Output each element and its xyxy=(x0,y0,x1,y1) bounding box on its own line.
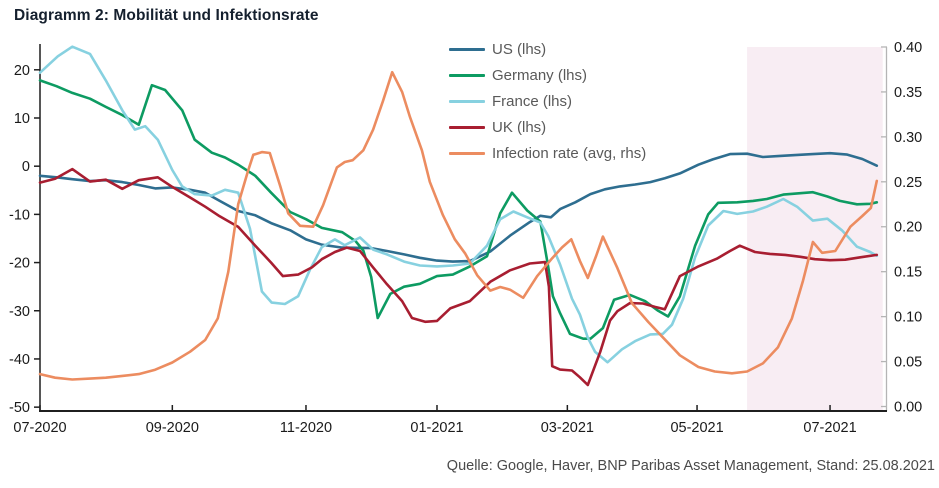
right-axis-tick-label: 0.10 xyxy=(894,310,922,326)
series-line-infection_rate xyxy=(38,70,879,381)
x-axis-tick-label: 01-2021 xyxy=(410,420,463,436)
legend-label-infection-rate: Infection rate (avg, rhs) xyxy=(492,144,647,162)
legend-item-us: US (lhs) xyxy=(449,36,646,62)
highlight-band xyxy=(747,47,883,410)
left-axis-tick-label: -10 xyxy=(9,207,30,223)
series-line-us xyxy=(38,151,879,263)
x-axis-tick-label: 09-2020 xyxy=(146,420,199,436)
legend-item-uk: UK (lhs) xyxy=(449,114,646,140)
right-axis-tick-label: 0.40 xyxy=(894,40,922,56)
series-line-uk xyxy=(38,167,879,387)
legend-item-france: France (lhs) xyxy=(449,88,646,114)
left-axis-tick-label: 10 xyxy=(14,111,30,127)
legend-label-france: France (lhs) xyxy=(492,92,573,110)
right-axis-tick-label: 0.20 xyxy=(894,220,922,236)
left-axis-tick-label: -20 xyxy=(9,256,30,272)
legend-swatch-germany xyxy=(449,73,485,77)
legend: US (lhs) Germany (lhs) France (lhs) UK (… xyxy=(449,36,646,166)
legend-label-us: US (lhs) xyxy=(492,40,547,58)
left-axis-tick-label: -40 xyxy=(9,352,30,368)
left-axis-tick-label: -50 xyxy=(9,400,30,416)
x-axis-tick-label: 05-2021 xyxy=(670,420,723,436)
x-axis-tick-label: 11-2020 xyxy=(280,420,332,436)
legend-swatch-uk xyxy=(449,125,485,129)
source-text: Quelle: Google, Haver, BNP Paribas Asset… xyxy=(446,458,935,474)
legend-item-infection-rate: Infection rate (avg, rhs) xyxy=(449,140,646,166)
left-axis-tick-label: 20 xyxy=(14,63,30,79)
right-axis-tick-label: 0.30 xyxy=(894,130,922,146)
legend-swatch-us xyxy=(449,47,485,51)
legend-swatch-infection-rate xyxy=(449,151,485,155)
series-line-france xyxy=(38,45,879,364)
right-axis-tick-label: 0.25 xyxy=(894,175,922,191)
x-axis-tick-label: 03-2021 xyxy=(541,420,594,436)
left-axis-tick-label: 0 xyxy=(22,159,30,175)
x-axis-tick-label: 07-2020 xyxy=(13,420,66,436)
right-axis-tick-label: 0.00 xyxy=(894,400,922,416)
legend-item-germany: Germany (lhs) xyxy=(449,62,646,88)
page-title: Diagramm 2: Mobilität und Infektionsrate xyxy=(14,7,319,24)
x-axis-tick-label: 07-2021 xyxy=(803,420,856,436)
legend-label-uk: UK (lhs) xyxy=(492,118,547,136)
right-axis-tick-label: 0.05 xyxy=(894,355,922,371)
left-axis-tick-label: -30 xyxy=(9,304,30,320)
right-axis-tick-label: 0.15 xyxy=(894,265,922,281)
legend-label-germany: Germany (lhs) xyxy=(492,66,588,84)
right-axis-tick-label: 0.35 xyxy=(894,85,922,101)
legend-swatch-france xyxy=(449,99,485,103)
